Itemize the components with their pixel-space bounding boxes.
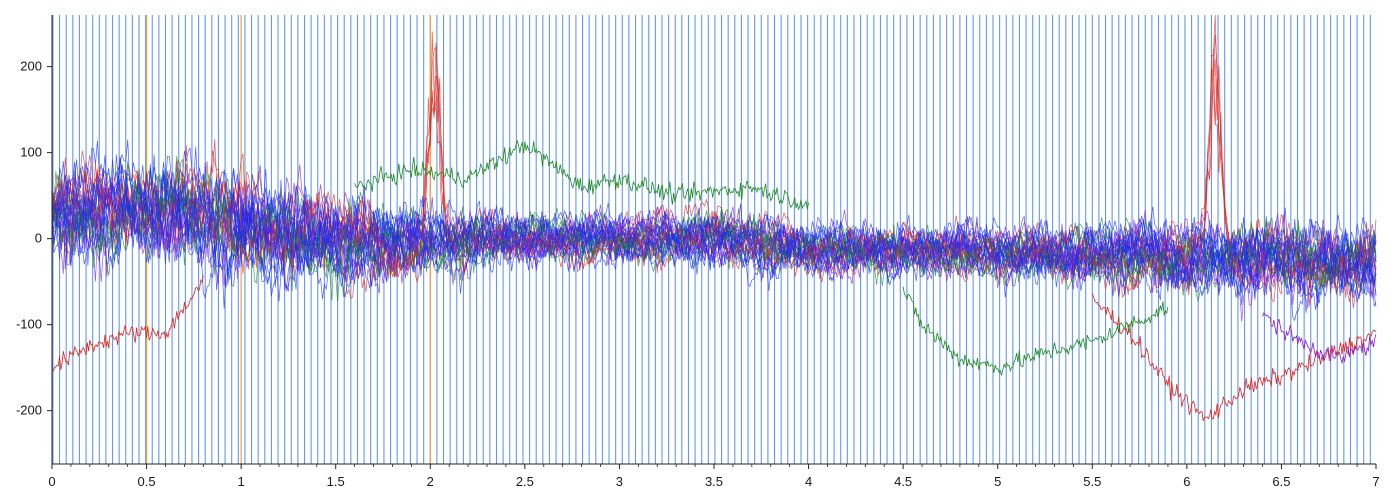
- tick-labels: 0 0.5 1 1.5 2 2.5 3 3.5 4 4.5 5 5.5 6 6.5 7 200 100 0 -100…: [16, 59, 1380, 489]
- signal-trace: [51, 174, 1377, 297]
- signal-trace-green-low: [902, 286, 1169, 376]
- x-tick-label: 6: [1183, 474, 1190, 489]
- signal-trace-green-high: [354, 139, 809, 211]
- signal-traces: [51, 14, 1377, 421]
- x-tick-label: 3.5: [705, 474, 723, 489]
- signal-trace: [51, 177, 1377, 289]
- x-tick-label: 3: [616, 474, 623, 489]
- x-tick-label: 5.5: [1083, 474, 1101, 489]
- x-tick-label: 4: [805, 474, 812, 489]
- y-tick-label: 100: [20, 145, 42, 160]
- signal-trace: [51, 161, 1377, 308]
- x-tick-label: 1: [238, 474, 245, 489]
- x-tick-label: 2.5: [516, 474, 534, 489]
- x-tick-label: 0.5: [138, 474, 156, 489]
- x-tick-label: 0: [48, 474, 55, 489]
- signal-trace-red-low: [51, 275, 204, 373]
- x-tick-label: 5: [994, 474, 1001, 489]
- signal-trace-purple-late: [1262, 312, 1377, 364]
- signal-trace: [51, 164, 1377, 322]
- x-tick-label: 6.5: [1272, 474, 1290, 489]
- x-tick-label: 7: [1372, 474, 1379, 489]
- signal-trace: [51, 165, 1377, 300]
- x-tick-label: 4.5: [894, 474, 912, 489]
- x-tick-label: 1.5: [327, 474, 345, 489]
- x-tick-label: 2: [427, 474, 434, 489]
- y-tick-label: 0: [35, 231, 42, 246]
- y-tick-label: -100: [16, 317, 42, 332]
- y-tick-label: 200: [20, 59, 42, 74]
- y-tick-label: -200: [16, 403, 42, 418]
- signal-trace: [51, 172, 1377, 293]
